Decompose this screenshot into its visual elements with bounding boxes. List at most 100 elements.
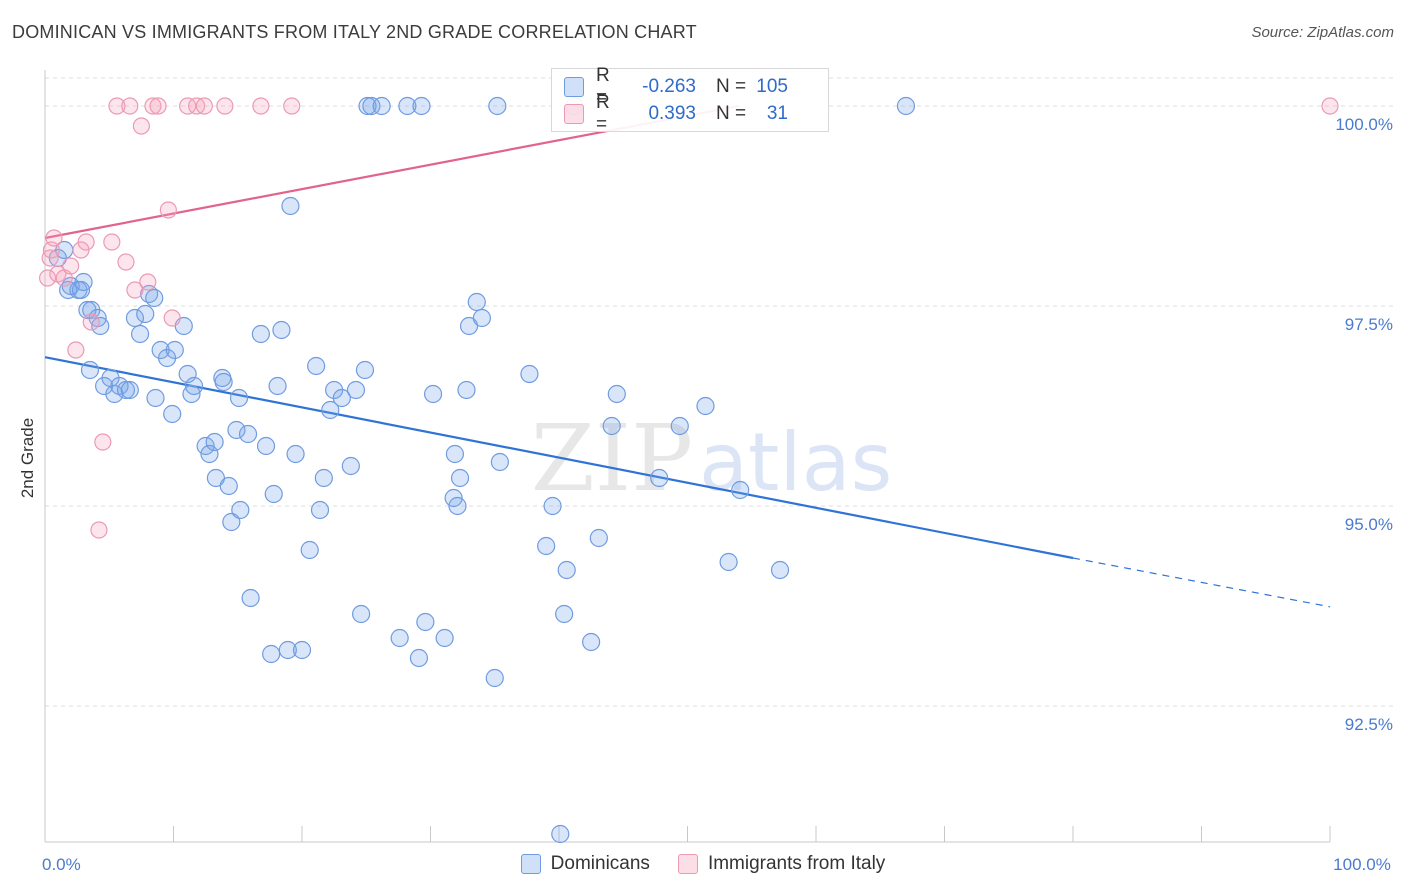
point-italy bbox=[38, 269, 57, 287]
point-dominicans bbox=[300, 540, 319, 560]
legend-swatch-pink bbox=[677, 854, 698, 874]
point-dominicans bbox=[398, 96, 417, 116]
point-dominicans bbox=[355, 360, 375, 380]
series-legend: Dominicans Immigrants from Italy bbox=[0, 850, 1406, 878]
point-dominicans bbox=[80, 360, 100, 380]
point-dominicans bbox=[116, 380, 136, 400]
point-dominicans bbox=[314, 468, 333, 488]
point-dominicans bbox=[448, 496, 467, 516]
legend-row-italy: R = 0.393 N = 31 bbox=[564, 92, 788, 135]
point-dominicans bbox=[238, 424, 258, 444]
y-tick-label: 100.0% bbox=[1335, 115, 1393, 134]
point-dominicans bbox=[264, 484, 283, 504]
point-italy bbox=[126, 281, 144, 299]
legend-swatch-blue bbox=[564, 77, 584, 97]
point-dominicans bbox=[409, 648, 429, 668]
data-points bbox=[38, 96, 1339, 844]
point-dominicans bbox=[227, 420, 246, 440]
point-dominicans bbox=[467, 292, 486, 312]
point-dominicans bbox=[670, 416, 689, 436]
legend-swatch-blue bbox=[520, 854, 541, 874]
y-tick-label: 92.5% bbox=[1345, 715, 1393, 734]
point-dominicans bbox=[358, 96, 377, 116]
legend-label-italy: Immigrants from Italy bbox=[707, 853, 886, 874]
point-italy bbox=[62, 257, 80, 275]
point-dominicans bbox=[390, 628, 409, 648]
point-dominicans bbox=[485, 668, 504, 688]
point-dominicans bbox=[286, 444, 305, 464]
point-dominicans bbox=[262, 644, 281, 664]
point-dominicans bbox=[146, 388, 165, 408]
point-dominicans bbox=[445, 444, 465, 464]
legend-n-value: 105 bbox=[756, 76, 788, 97]
point-italy bbox=[252, 97, 270, 115]
point-italy bbox=[77, 233, 95, 251]
point-dominicans bbox=[416, 612, 435, 632]
point-dominicans bbox=[307, 356, 326, 376]
point-dominicans bbox=[602, 416, 621, 436]
point-dominicans bbox=[145, 288, 164, 308]
point-italy bbox=[179, 97, 197, 115]
point-dominicans bbox=[231, 500, 250, 520]
trend-extension-dominicans bbox=[1072, 557, 1331, 608]
legend-r-label: R = bbox=[596, 92, 610, 135]
tick-labels: 100.0% 97.5% 95.0% 92.5% 0.0% 100.0% bbox=[42, 115, 1393, 874]
axes bbox=[44, 70, 1331, 843]
legend-item-italy[interactable]: Immigrants from Italy bbox=[677, 853, 886, 875]
point-dominicans bbox=[472, 308, 491, 328]
point-dominicans bbox=[130, 324, 150, 344]
point-italy bbox=[121, 97, 139, 115]
point-italy bbox=[144, 97, 162, 115]
point-dominicans bbox=[251, 324, 270, 344]
trend-line-dominicans bbox=[44, 356, 1074, 560]
point-dominicans bbox=[241, 588, 260, 608]
point-dominicans bbox=[352, 604, 371, 624]
point-dominicans bbox=[423, 384, 443, 404]
legend-row-dominicans: R = -0.263 N = 105 bbox=[564, 65, 788, 108]
watermark-atlas: atlas bbox=[699, 416, 892, 509]
point-dominicans bbox=[896, 96, 916, 116]
point-dominicans bbox=[341, 456, 360, 476]
point-dominicans bbox=[292, 640, 312, 660]
x-tick-label: 0.0% bbox=[42, 855, 81, 874]
point-dominicans bbox=[696, 396, 715, 416]
point-italy bbox=[132, 117, 150, 135]
point-dominicans bbox=[205, 432, 224, 452]
gridlines bbox=[45, 77, 1395, 707]
point-italy bbox=[159, 201, 177, 219]
point-dominicans bbox=[184, 376, 204, 396]
point-dominicans bbox=[488, 96, 507, 116]
point-dominicans bbox=[120, 380, 139, 400]
point-dominicans bbox=[163, 404, 182, 424]
point-dominicans bbox=[200, 444, 219, 464]
point-italy bbox=[283, 97, 301, 115]
point-dominicans bbox=[555, 604, 574, 624]
point-dominicans bbox=[278, 640, 297, 660]
chart-title: DOMINICAN VS IMMIGRANTS FROM ITALY 2ND G… bbox=[12, 22, 697, 42]
point-dominicans bbox=[459, 316, 479, 336]
point-dominicans bbox=[321, 400, 340, 420]
point-dominicans bbox=[719, 552, 738, 572]
legend-swatch-pink bbox=[564, 104, 584, 124]
x-tick-label: 100.0% bbox=[1333, 855, 1391, 874]
trend-lines bbox=[44, 104, 1331, 608]
point-dominicans bbox=[551, 824, 570, 844]
point-dominicans bbox=[582, 632, 601, 652]
legend-n-value: 31 bbox=[766, 103, 788, 124]
point-italy bbox=[139, 273, 157, 291]
point-dominicans bbox=[256, 436, 276, 456]
watermark-zip: ZIP bbox=[531, 405, 693, 512]
legend-label-dominicans: Dominicans bbox=[550, 853, 650, 874]
point-dominicans bbox=[435, 628, 454, 648]
source-label: Source: ZipAtlas.com bbox=[1251, 24, 1394, 41]
point-italy bbox=[1321, 97, 1339, 115]
point-italy bbox=[163, 309, 181, 327]
point-dominicans bbox=[589, 528, 608, 548]
point-dominicans bbox=[332, 388, 351, 408]
point-italy bbox=[67, 341, 85, 359]
legend-item-dominicans[interactable]: Dominicans bbox=[520, 853, 650, 875]
legend-r-label: R = bbox=[596, 65, 610, 108]
point-dominicans bbox=[91, 316, 110, 336]
y-tick-label: 97.5% bbox=[1345, 315, 1393, 334]
